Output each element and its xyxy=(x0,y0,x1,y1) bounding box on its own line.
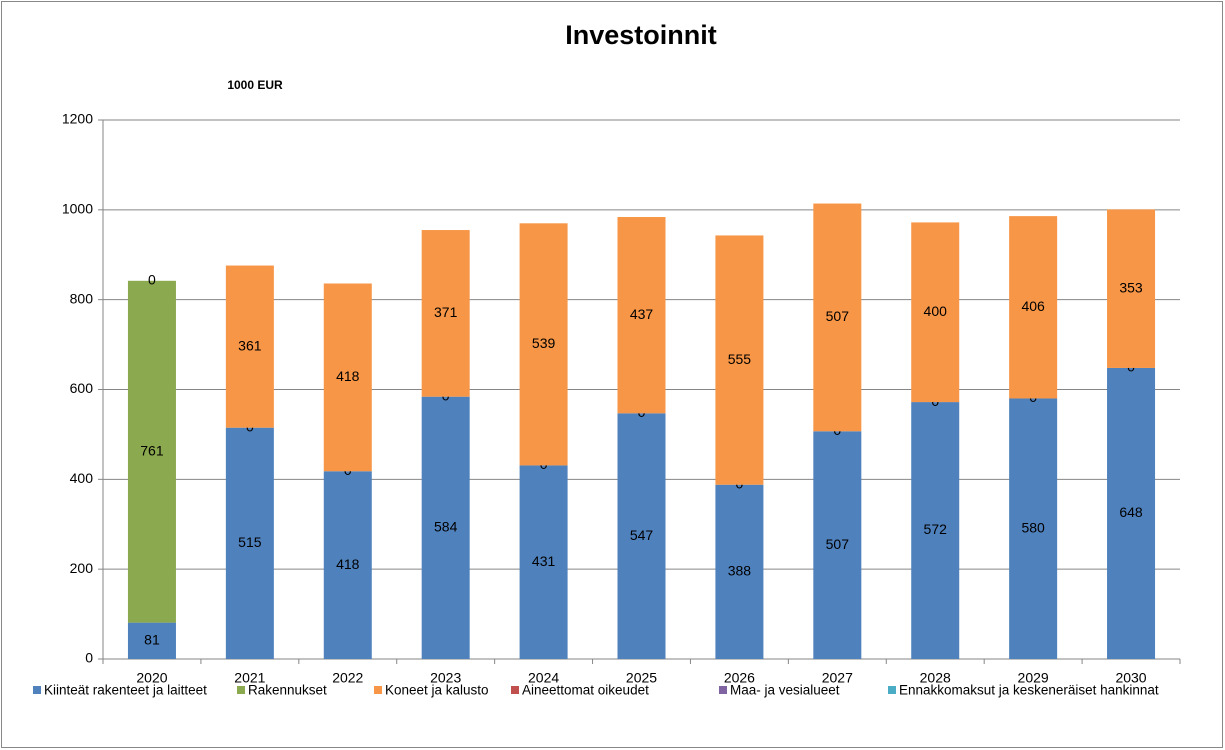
bar-segment xyxy=(715,235,764,485)
y-tick-label: 0 xyxy=(85,650,93,666)
bar-segment xyxy=(813,431,862,659)
data-label: 580 xyxy=(1021,519,1045,535)
data-label: 0 xyxy=(148,272,156,288)
data-label: 371 xyxy=(434,304,458,320)
y-tick-label: 200 xyxy=(70,560,94,576)
chart-subtitle: 1000 EUR xyxy=(227,78,283,92)
x-tick-label: 2022 xyxy=(332,670,363,686)
bar-segment xyxy=(225,427,274,659)
x-tick-label: 2028 xyxy=(920,670,951,686)
data-label: 81 xyxy=(144,632,160,648)
legend-swatch xyxy=(511,686,519,694)
data-label: 572 xyxy=(924,521,948,537)
x-tick-label: 2020 xyxy=(136,670,167,686)
data-label: 406 xyxy=(1021,298,1045,314)
bar-segment xyxy=(421,230,470,397)
data-label: 507 xyxy=(826,536,850,552)
x-tick-label: 2030 xyxy=(1115,670,1146,686)
bar-segment xyxy=(519,465,568,659)
bar-segment xyxy=(715,484,764,659)
bar-segment xyxy=(323,471,372,659)
data-label: 400 xyxy=(924,303,948,319)
data-label: 547 xyxy=(630,527,654,543)
bar-segment xyxy=(323,283,372,472)
legend-label: Ennakkomaksut ja keskeneräiset hankinnat xyxy=(899,683,1159,698)
bar-segment xyxy=(617,413,666,659)
y-tick-label: 1000 xyxy=(62,201,93,217)
legend-label: Koneet ja kalusto xyxy=(385,683,489,698)
bar-segment xyxy=(1009,398,1058,659)
y-tick-label: 400 xyxy=(70,470,94,486)
data-label: 584 xyxy=(434,519,458,535)
legend-label: Aineettomat oikeudet xyxy=(522,683,649,698)
x-tick-label: 2029 xyxy=(1018,670,1049,686)
legend-swatch xyxy=(237,686,245,694)
x-tick-label: 2026 xyxy=(724,670,755,686)
bar-segment xyxy=(225,265,274,428)
data-label: 361 xyxy=(238,337,262,353)
chart-title: Investoinnit xyxy=(565,20,717,50)
data-label: 555 xyxy=(728,351,752,367)
legend-swatch xyxy=(33,686,41,694)
legend-swatch xyxy=(719,686,727,694)
bar-segment xyxy=(127,280,176,623)
legend-swatch xyxy=(888,686,896,694)
bar-segment xyxy=(911,222,960,403)
bar-segment xyxy=(1107,209,1156,368)
legend-label: Kiinteät rakenteet ja laitteet xyxy=(44,683,207,698)
legend-label: Rakennukset xyxy=(248,683,327,698)
data-label: 388 xyxy=(728,563,752,579)
bar-segment xyxy=(1107,367,1156,659)
legend-swatch xyxy=(374,686,382,694)
data-label: 515 xyxy=(238,534,262,550)
bar-segment xyxy=(127,622,176,659)
data-label: 539 xyxy=(532,335,556,351)
x-tick-label: 2023 xyxy=(430,670,461,686)
y-tick-label: 800 xyxy=(70,290,94,306)
x-tick-label: 2027 xyxy=(822,670,853,686)
legend-label: Maa- ja vesialueet xyxy=(730,683,840,698)
bar-segment xyxy=(911,402,960,659)
data-label: 761 xyxy=(140,442,164,458)
x-tick-label: 2024 xyxy=(528,670,559,686)
data-label: 431 xyxy=(532,553,556,569)
bar-segment xyxy=(421,396,470,659)
data-label: 507 xyxy=(826,308,850,324)
bar-segment xyxy=(519,223,568,466)
data-label: 418 xyxy=(336,368,360,384)
data-label: 353 xyxy=(1119,279,1143,295)
bar-segment xyxy=(813,203,862,432)
y-tick-label: 1200 xyxy=(62,111,93,127)
data-label: 437 xyxy=(630,306,654,322)
bar-segment xyxy=(1009,216,1058,399)
data-label: 648 xyxy=(1119,504,1143,520)
bar-segment xyxy=(617,217,666,414)
data-label: 418 xyxy=(336,556,360,572)
x-tick-label: 2025 xyxy=(626,670,657,686)
y-tick-label: 600 xyxy=(70,380,94,396)
x-tick-label: 2021 xyxy=(234,670,265,686)
